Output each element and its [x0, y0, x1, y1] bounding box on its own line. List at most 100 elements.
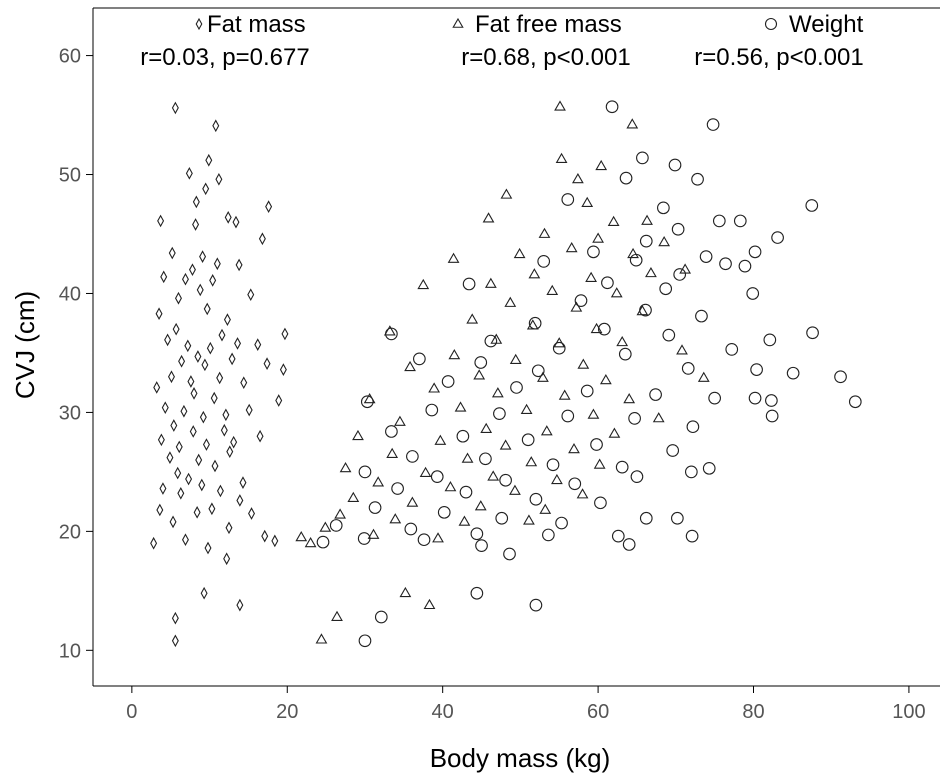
data-point-triangle: [461, 452, 474, 463]
data-point-triangle: [386, 447, 399, 458]
data-point-diamond: [215, 172, 223, 186]
data-point-diamond: [265, 200, 273, 213]
data-point-diamond: [245, 403, 253, 417]
data-point-circle: [425, 403, 439, 417]
legend-item-triangle: Fat free mass r=0.68, p<0.001: [452, 11, 631, 71]
data-point-circle: [834, 370, 847, 384]
data-point-circle: [685, 529, 699, 543]
data-point-circle: [510, 381, 523, 394]
data-point-diamond: [153, 381, 161, 394]
data-point-circle: [358, 465, 372, 479]
data-point-diamond: [170, 419, 178, 432]
data-point-diamond: [190, 387, 198, 400]
data-point-triangle: [389, 513, 402, 524]
data-point-circle: [786, 366, 800, 380]
data-point-circle: [706, 118, 720, 131]
data-point-circle: [368, 501, 382, 514]
data-point-triangle: [555, 152, 568, 163]
data-point-circle: [668, 158, 682, 172]
data-point-triangle: [419, 466, 432, 478]
data-point-circle: [561, 409, 575, 423]
data-point-diamond: [204, 541, 212, 555]
data-point-circle: [587, 245, 600, 259]
data-point-triangle: [319, 521, 332, 532]
data-point-circle: [686, 420, 700, 434]
data-point-circle: [765, 394, 778, 407]
data-point-diamond: [171, 101, 179, 115]
data-point-circle: [615, 460, 629, 474]
data-point-diamond: [193, 505, 201, 519]
data-point-diamond: [172, 322, 180, 336]
data-point-triangle: [576, 488, 589, 499]
data-point-circle: [805, 199, 819, 212]
data-point-diamond: [211, 459, 219, 473]
data-point-triangle: [636, 305, 649, 316]
data-point-diamond: [201, 358, 209, 372]
data-point-triangle: [652, 412, 665, 423]
data-point-triangle: [568, 442, 580, 454]
data-point-triangle: [585, 271, 597, 282]
data-point-triangle: [623, 393, 636, 404]
data-point-diamond: [180, 404, 188, 418]
data-point-triangle: [334, 508, 346, 519]
data-point-diamond: [195, 453, 203, 467]
data-point-circle: [385, 327, 398, 341]
x-tick-label: 80: [742, 701, 764, 723]
data-point-diamond: [225, 521, 233, 535]
data-point-diamond: [166, 451, 174, 464]
data-point-circle: [329, 519, 343, 532]
data-point-diamond: [196, 283, 204, 297]
data-point-triangle: [484, 277, 497, 288]
data-point-circle: [618, 347, 632, 361]
data-point-circle: [671, 222, 685, 236]
data-point-diamond: [160, 270, 168, 284]
data-point-triangle: [491, 387, 504, 398]
data-point-circle: [657, 201, 670, 215]
data-point-circle: [413, 352, 426, 366]
data-point-circle: [763, 333, 777, 347]
data-point-diamond: [240, 376, 248, 390]
legend: Fat mass r=0.03, p=0.677 Fat free mass r=0.…: [140, 11, 863, 71]
data-point-circle: [695, 309, 708, 323]
data-point-diamond: [235, 258, 243, 272]
data-point-circle: [702, 461, 716, 475]
x-axis-title: Body mass (kg): [430, 743, 611, 773]
data-point-triangle: [417, 278, 430, 290]
y-tick-label: 30: [59, 402, 81, 424]
data-point-triangle: [581, 196, 594, 208]
data-point-circle: [748, 245, 762, 259]
x-tick-label: 0: [126, 701, 137, 723]
data-point-circle: [462, 277, 476, 291]
data-point-triangle: [372, 476, 385, 487]
data-point-triangle: [645, 266, 657, 278]
data-point-circle: [441, 375, 455, 388]
data-point-diamond: [188, 263, 196, 277]
data-point-triangle: [570, 301, 583, 312]
data-point-triangle: [466, 313, 479, 324]
data-point-triangle: [607, 215, 620, 227]
data-point-diamond: [155, 307, 163, 321]
data-point-circle: [357, 532, 371, 545]
data-point-diamond: [256, 429, 264, 443]
data-point-diamond: [157, 214, 165, 228]
data-point-triangle: [546, 284, 559, 296]
data-point-triangle: [525, 456, 538, 467]
data-point-circle: [848, 395, 862, 409]
data-point-triangle: [487, 470, 500, 481]
plot-area: [150, 100, 862, 648]
data-point-diamond: [181, 533, 189, 547]
data-point-triangle: [432, 532, 444, 543]
data-point-triangle: [447, 252, 460, 263]
data-point-circle: [474, 356, 488, 369]
data-point-circle: [574, 294, 588, 307]
data-point-circle: [374, 610, 388, 624]
data-point-triangle: [406, 496, 419, 507]
data-point-triangle: [587, 408, 600, 419]
correlation-annotation: r=0.03, p=0.677: [140, 44, 309, 71]
data-point-diamond: [216, 371, 224, 385]
data-point-triangle: [599, 374, 612, 385]
data-point-diamond: [212, 119, 220, 133]
legend-marker-diamond: [195, 17, 203, 31]
data-point-diamond: [169, 515, 177, 529]
data-point-circle: [475, 539, 488, 552]
